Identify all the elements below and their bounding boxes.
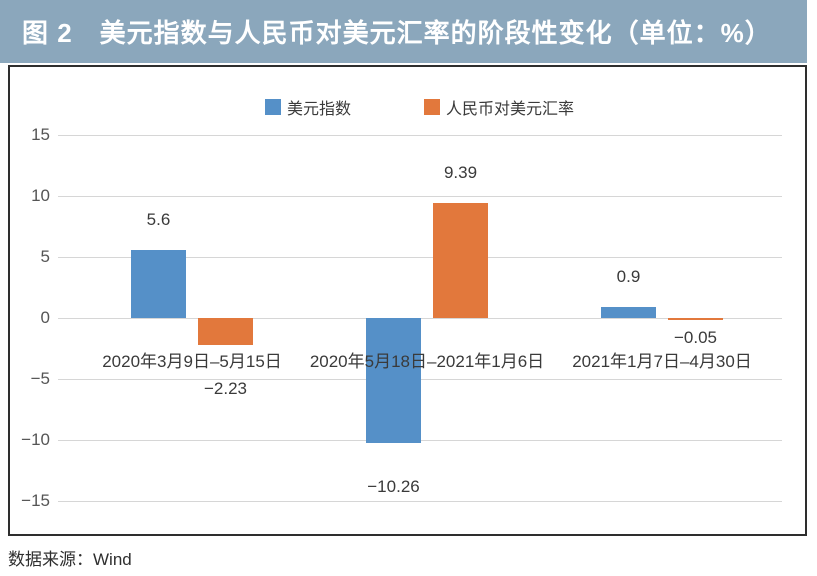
value-label: 0.9 — [616, 267, 641, 287]
legend-item-cny-rate: 人民币对美元汇率 — [424, 95, 574, 119]
y-axis-tick-label: −10 — [21, 430, 50, 449]
chart-legend: 美元指数 人民币对美元汇率 — [265, 95, 574, 119]
bar-usd-index — [131, 249, 186, 318]
legend-label-cny-rate: 人民币对美元汇率 — [446, 101, 575, 118]
bar-cny-rate — [668, 318, 723, 320]
y-axis-tick-label: 10 — [31, 186, 50, 205]
data-source-note: 数据来源：Wind — [8, 550, 132, 569]
figure-title: 图 2 美元指数与人民币对美元汇率的阶段性变化（单位：%） — [22, 18, 772, 48]
value-label: 9.39 — [443, 163, 478, 183]
bar-usd-index — [366, 318, 421, 444]
y-axis-tick-label: 0 — [40, 308, 50, 327]
legend-swatch-cny-rate — [424, 99, 441, 115]
y-axis-tick-label: −5 — [30, 369, 50, 388]
gridline — [58, 500, 782, 502]
category-label: 2020年5月18日–2021年1月6日 — [309, 352, 545, 371]
bar-cny-rate — [198, 318, 253, 346]
legend-item-usd-index: 美元指数 — [265, 95, 351, 119]
bar-cny-rate — [433, 203, 488, 318]
value-label: −2.23 — [203, 379, 248, 399]
y-axis-tick-label: −15 — [21, 491, 50, 510]
gridline — [58, 195, 782, 197]
gridline — [58, 256, 782, 258]
category-label: 2020年3月9日–5月15日 — [102, 352, 282, 371]
y-axis-tick-label: 5 — [40, 247, 50, 266]
value-label: 5.6 — [146, 209, 171, 229]
plot-area: 15 10 5 0 −5 −10 −15 5.6 −10.26 0.9 −2.23 9.39 −0.05… — [10, 67, 805, 534]
chart-box: 美元指数 人民币对美元汇率 15 10 5 0 −5 −10 −15 5.6 −10.26 0.9… — [8, 65, 807, 536]
figure-title-bar: 图 2 美元指数与人民币对美元汇率的阶段性变化（单位：%） — [0, 0, 807, 63]
legend-label-usd-index: 美元指数 — [287, 101, 352, 118]
value-label: −10.26 — [367, 477, 420, 497]
legend-swatch-usd-index — [265, 99, 281, 115]
y-axis-tick-label: 15 — [31, 125, 50, 144]
value-label: −0.05 — [673, 328, 718, 347]
bar-usd-index — [601, 307, 656, 318]
gridline — [58, 134, 782, 136]
category-label: 2021年1月7日–4月30日 — [572, 352, 752, 371]
